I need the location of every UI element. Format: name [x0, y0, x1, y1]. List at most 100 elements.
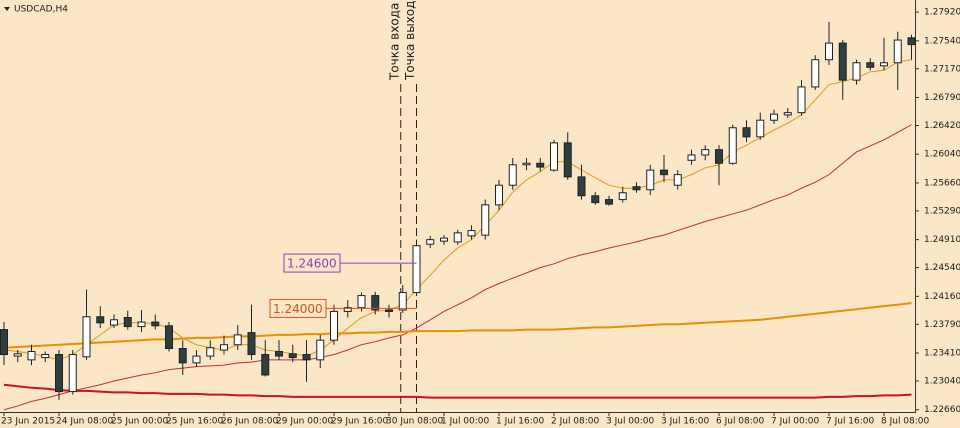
candle-body [440, 237, 448, 242]
y-tick-label: 1.25660 [924, 178, 960, 188]
candle-body [673, 174, 682, 186]
candle-body [797, 86, 806, 114]
candle-body [206, 347, 215, 357]
x-tick-label: 30 Jun 08:00 [386, 417, 443, 427]
annotation: Точка выхода [403, 0, 417, 81]
candle-body [715, 149, 723, 164]
candle-body [316, 339, 325, 361]
x-tick-label: 29 Jun 00:00 [276, 417, 333, 427]
candle-body [687, 154, 696, 161]
candle-body [481, 204, 490, 236]
x-tick-label: 8 Jul 08:00 [881, 417, 930, 427]
candle-body [137, 321, 146, 328]
candle-body [385, 309, 393, 312]
candle-body [591, 195, 600, 204]
x-tick-label: 7 Jul 16:00 [826, 417, 875, 427]
candle-body [288, 353, 297, 359]
candle-body [357, 295, 366, 309]
x-tick-label: 29 Jun 16:00 [331, 417, 388, 427]
candle-body [495, 184, 503, 206]
candle-body [605, 199, 613, 205]
y-tick-label: 1.23040 [924, 377, 960, 387]
price-label-box [269, 298, 327, 318]
y-tick-label: 1.23790 [924, 320, 960, 330]
candle-body [701, 149, 710, 156]
price-label: 1.24600 [287, 257, 337, 271]
candle-body [13, 353, 22, 357]
y-tick-label: 1.24160 [924, 292, 960, 302]
y-tick-label: 1.26040 [924, 150, 960, 160]
price-label: 1.24000 [273, 302, 323, 316]
candle-body [453, 232, 462, 243]
candle-body [247, 332, 256, 356]
candle-body [27, 351, 36, 361]
x-tick-label: 6 Jul 08:00 [716, 417, 765, 427]
candle-body [96, 316, 105, 324]
x-tick-label: 23 Jun 2015 [1, 417, 55, 427]
candle-body [893, 39, 902, 64]
x-tick-label: 7 Jul 00:00 [771, 417, 820, 427]
candle-body [0, 329, 8, 356]
x-tick-label: 25 Jun 16:00 [166, 417, 223, 427]
candle-body [728, 127, 737, 164]
candle-body [508, 164, 517, 186]
candle-body [82, 316, 91, 358]
candle-body [660, 169, 668, 176]
candle-body [550, 142, 558, 171]
y-tick-label: 1.27170 [924, 64, 960, 74]
candle-body [536, 162, 545, 168]
y-tick-label: 1.26420 [924, 121, 960, 131]
x-tick-label: 2 Jul 08:00 [551, 417, 600, 427]
candle-body [192, 355, 201, 364]
x-tick-label: 1 Jul 00:00 [441, 417, 490, 427]
candle-body [467, 230, 476, 237]
y-tick-label: 1.25290 [924, 206, 960, 216]
x-tick-label: 1 Jul 16:00 [496, 417, 545, 427]
candle-body [398, 292, 407, 311]
y-tick-label: 1.24910 [924, 235, 960, 245]
candle-body [220, 344, 228, 351]
moving-average [3, 383, 912, 399]
y-tick-label: 1.27920 [924, 8, 960, 18]
candle-body [880, 62, 888, 67]
chart-title: USDCAD,H4 [14, 5, 68, 15]
candle-body [123, 317, 132, 328]
menu-arrow[interactable] [4, 7, 10, 11]
candle-body [343, 307, 352, 312]
y-tick-label: 1.27540 [924, 36, 960, 46]
moving-average [3, 302, 912, 349]
candle-body [371, 295, 380, 311]
candle-body [68, 354, 77, 393]
x-tick-label: 25 Jun 00:00 [111, 417, 168, 427]
candle-body [302, 354, 311, 361]
moving-average [3, 124, 912, 411]
candle-body [632, 186, 641, 191]
annotation: Точка входа [387, 3, 401, 81]
candle-body [563, 142, 572, 178]
candle-body [522, 162, 531, 166]
candle-body [55, 354, 63, 393]
candle-body [618, 192, 627, 201]
candle-body [811, 59, 820, 88]
candle-body [646, 169, 655, 191]
candle-body [756, 119, 765, 138]
y-tick-label: 1.22660 [924, 405, 960, 415]
candle-body [233, 334, 242, 346]
candle-body [866, 62, 875, 68]
candle-body [770, 113, 778, 121]
candle-body [783, 112, 792, 116]
candle-body [412, 245, 421, 294]
candle-body [165, 325, 173, 349]
y-tick-label: 1.24540 [924, 263, 960, 273]
candle-body [907, 37, 916, 46]
x-tick-label: 24 Jun 08:00 [56, 417, 113, 427]
x-tick-label: 3 Jul 16:00 [661, 417, 710, 427]
candle-body [426, 239, 435, 245]
x-tick-label: 3 Jul 00:00 [606, 417, 655, 427]
candle-body [825, 42, 833, 61]
price-label-box [283, 253, 341, 273]
candle-body [838, 42, 847, 81]
